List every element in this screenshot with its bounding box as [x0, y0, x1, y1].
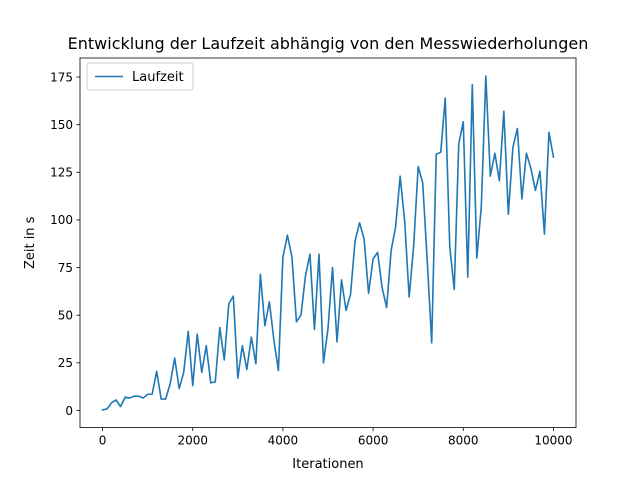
- x-tick-label: 10000: [534, 434, 572, 448]
- y-tick-label: 50: [58, 308, 73, 322]
- y-axis: 0 25 50 75 100 125 150 175: [50, 70, 80, 418]
- x-axis-label: Iterationen: [292, 457, 363, 472]
- x-tick-label: 8000: [448, 434, 479, 448]
- y-tick-label: 0: [65, 404, 73, 418]
- plot-background: [80, 58, 576, 428]
- legend-box: [86, 62, 194, 91]
- x-tick-label: 0: [99, 434, 107, 448]
- x-tick-label: 2000: [177, 434, 208, 448]
- x-axis: 0 2000 4000 6000 8000 10000: [99, 427, 573, 448]
- y-tick-label: 25: [58, 356, 73, 370]
- y-tick-label: 150: [50, 118, 73, 132]
- y-tick-label: 125: [50, 166, 73, 180]
- plot-frame: [79, 57, 577, 429]
- x-tick-label: 4000: [268, 434, 299, 448]
- y-tick-label: 75: [58, 261, 73, 275]
- chart-title: Entwicklung der Laufzeit abhängig von de…: [68, 34, 589, 53]
- series-line-laufzeit: [101, 75, 555, 411]
- legend-label-laufzeit: Laufzeit: [132, 70, 184, 85]
- x-tick-label: 6000: [358, 434, 389, 448]
- legend: Laufzeit: [86, 62, 194, 91]
- y-tick-label: 100: [50, 213, 73, 227]
- y-axis-label: Zeit in s: [23, 216, 38, 269]
- series-lines: [101, 75, 555, 411]
- y-tick-label: 175: [50, 70, 73, 84]
- plot-area: [80, 58, 576, 428]
